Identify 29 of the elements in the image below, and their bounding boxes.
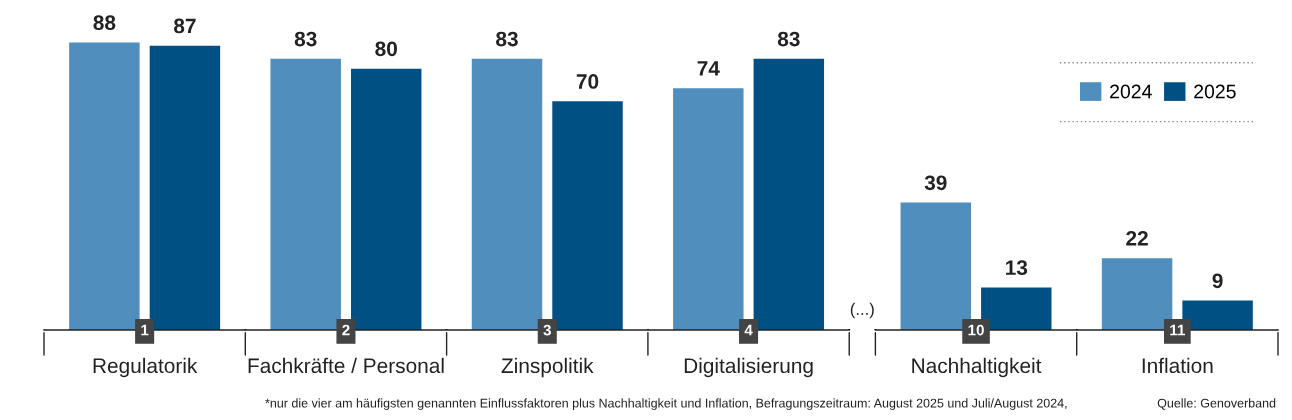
x-tick-label: Nachhaltigkeit (912, 357, 1042, 378)
annotation: 10 (968, 324, 984, 336)
data-label: 83 (496, 31, 518, 47)
x-tick-label: Inflation (1142, 357, 1213, 374)
data-label: 83 (294, 31, 317, 47)
annotation: 3 (543, 324, 551, 336)
annotation: 1 (141, 324, 149, 336)
x-tick-label: Zinspolitik (501, 357, 594, 378)
annotation: 11 (1170, 324, 1185, 336)
legend-label: 2024 (1110, 84, 1152, 99)
text: *nur die vier am häufigsten genannten Einflussfaktoren plus Nachhaltigkeit und Inflation, Befragungszeitraum: August 2025 und Juli/August 2024, (265, 398, 1067, 410)
data-label: 74 (697, 61, 720, 76)
data-label: 87 (173, 18, 196, 34)
x-tick-label: Regulatorik (93, 357, 198, 378)
data-label: 83 (777, 31, 800, 47)
x-tick-label: Digitalisierung (684, 357, 813, 378)
annotation: (...) (850, 302, 874, 319)
data-label: 22 (1126, 230, 1148, 246)
annotation: 4 (744, 324, 753, 336)
data-label: 13 (1006, 260, 1028, 276)
annotation: 2 (342, 324, 350, 336)
data-label: 70 (576, 74, 599, 89)
data-label: 88 (93, 15, 116, 31)
data-label: 39 (924, 175, 947, 191)
data-label: 80 (375, 41, 397, 57)
legend-label: 2025 (1194, 84, 1236, 99)
x-tick-label: Fachkräfte / Personal (248, 357, 444, 374)
source-note: Quelle: Genoverband (1157, 398, 1276, 410)
data-label: 9 (1212, 273, 1223, 289)
